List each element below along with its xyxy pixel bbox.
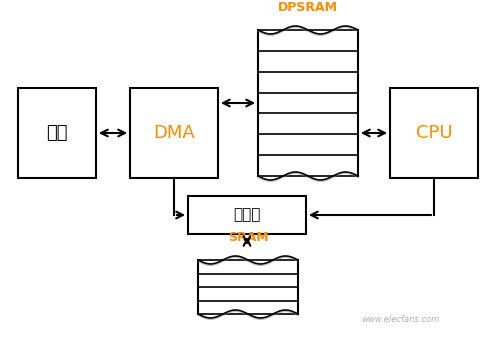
- Bar: [390, 88, 478, 178]
- Text: DMA: DMA: [153, 124, 195, 142]
- Text: SRAM: SRAM: [228, 231, 268, 244]
- Bar: [188, 196, 306, 234]
- Bar: [18, 88, 96, 178]
- Text: CPU: CPU: [415, 124, 453, 142]
- Text: www.elecfans.com: www.elecfans.com: [361, 316, 439, 324]
- Text: DPSRAM: DPSRAM: [278, 1, 338, 14]
- Text: 仲裁器: 仲裁器: [233, 207, 261, 222]
- Bar: [130, 88, 218, 178]
- Text: 外设: 外设: [46, 124, 68, 142]
